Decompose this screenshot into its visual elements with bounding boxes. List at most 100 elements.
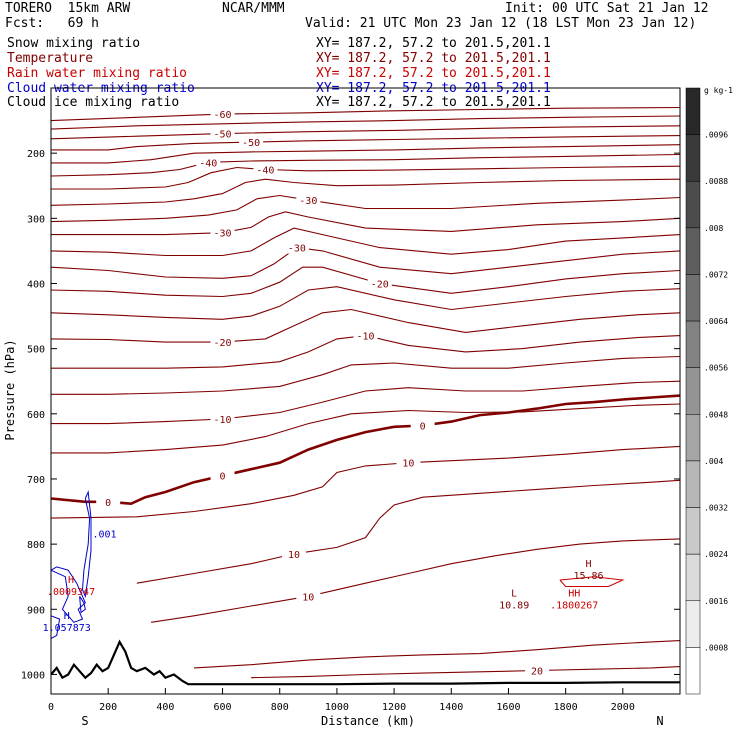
temperature-label-bg-4 [253,163,278,176]
temperature-label-9: -20 [214,338,232,349]
x-tick-label-9: 1800 [554,702,578,713]
marker-letter-2: H [64,611,70,622]
temperature-contour-20 [50,445,681,519]
y-axis-title: Pressure (hPa) [3,339,17,440]
temperature-contour-22 [151,538,681,623]
temperature-label-bg-11 [210,413,235,426]
marker-value-3: .0009347 [47,587,95,598]
marker-letter-0: H [585,559,591,570]
temperature-label-bg-15 [396,456,421,469]
y-tick-label-6: 800 [27,540,45,551]
temperature-label-bg-12 [210,469,235,482]
colorbar-label-9: .0024 [704,550,728,559]
temperature-contour-9 [51,211,681,236]
cloud-water-contour-0 [81,490,92,599]
plot-frame [50,87,681,695]
x-tick-label-0: 0 [48,702,54,713]
temperature-label-bg-14 [96,495,121,508]
x-tick-label-4: 800 [271,702,289,713]
colorbar-segment-5 [685,320,701,368]
init-time: Init: 00 UTC Sat 21 Jan 12 [505,1,709,16]
temperature-label-5: -30 [299,196,317,207]
temperature-label-11: -10 [214,415,232,426]
marker-letter-1: L [511,588,517,599]
colorbar-label-3: .0072 [704,270,728,279]
y-tick-label-0: 200 [27,149,45,160]
x-tick-label-1: 200 [99,702,117,713]
colorbar-segment-7 [685,414,701,462]
temperature-label-bg-0 [210,108,235,121]
y-tick-label-4: 600 [27,410,45,421]
colorbar-label-1: .0088 [704,177,728,186]
temperature-label-bg-2 [239,136,264,149]
center-title: NCAR/MMM [222,1,285,16]
temperature-contour-18 [51,403,681,454]
field-snow-xy: XY= 187.2, 57.2 to 201.5,201.1 [316,36,551,51]
field-snow-label: Snow mixing ratio [7,36,141,51]
colorbar-label-7: .004 [704,457,723,466]
temperature-label-16: 10 [288,550,300,561]
temperature-label-3: -40 [199,158,217,169]
temperature-label-bg-13 [410,419,435,432]
temperature-contour-4 [51,144,681,164]
marker-letter-3: H [68,575,74,586]
field-temperature-xy: XY= 187.2, 57.2 to 201.5,201.1 [316,51,551,66]
x-tick-label-10: 2000 [611,702,635,713]
temperature-label-bg-3 [196,156,221,169]
temperature-label-4: -40 [256,165,274,176]
temperature-label-13: 0 [420,422,426,433]
x-tick-label-6: 1200 [382,702,406,713]
end-label-left: S [81,714,88,728]
marker-value-2: 1.057873 [43,623,91,634]
colorbar-segment-3 [685,227,701,275]
colorbar-segment-8 [685,460,701,508]
cloud-water-contour-2 [50,615,61,640]
marker-value-0: 15.86 [573,571,603,582]
colorbar-unit: g kg-1 [704,86,733,95]
terrain-line [50,639,680,686]
temperature-contour-14 [50,308,681,343]
colorbar-label-10: .0016 [704,597,728,606]
temperature-label-0: -60 [214,110,232,121]
y-tick-label-2: 400 [27,279,45,290]
temperature-label-bg-17 [296,590,321,603]
field-rain-xy: XY= 187.2, 57.2 to 201.5,201.1 [316,66,551,81]
temperature-label-bg-6 [210,226,235,239]
cloud-water-contour-1 [50,566,86,623]
temperature-contour-6 [51,165,681,190]
temperature-label-bg-16 [282,547,307,560]
colorbar-label-8: .0032 [704,504,728,513]
colorbar-segment-12 [685,647,701,695]
y-tick-label-7: 900 [27,605,45,616]
x-axis-title: Distance (km) [321,714,415,728]
temperature-contour-0 [50,106,681,122]
temperature-contour-11 [50,247,681,279]
temperature-label-14: 0 [105,498,111,509]
colorbar-segment-2 [685,180,701,229]
temperature-contour-1 [50,115,681,130]
temperature-label-bg-10 [353,329,378,342]
colorbar-label-0: .0096 [704,131,728,140]
colorbar-segment-4 [685,274,701,322]
colorbar-label-2: .008 [704,224,723,233]
colorbar-segment-0 [685,87,701,135]
colorbar-segment-11 [685,600,701,648]
temperature-contour-19 [50,394,681,506]
temperature-contour-17 [51,380,681,425]
temperature-label-17: 10 [302,592,314,603]
x-tick-label-2: 400 [156,702,174,713]
colorbar-label-11: .0008 [704,643,728,652]
temperature-label-2: -50 [242,138,260,149]
temperature-contour-21 [136,479,681,584]
valid-time: Valid: 21 UTC Mon 23 Jan 12 (18 LST Mon … [305,16,697,31]
temperature-label-7: -30 [288,244,306,255]
colorbar-label-6: .0048 [704,410,728,419]
model-title: TORERO 15km ARW [5,1,131,16]
temperature-contour-16 [51,355,681,395]
field-cloud-ice-label: Cloud ice mixing ratio [7,95,180,110]
colorbar-segment-10 [685,553,701,602]
field-rain-label: Rain water mixing ratio [7,66,188,81]
x-tick-label-7: 1400 [439,702,463,713]
y-tick-label-3: 500 [27,345,45,356]
